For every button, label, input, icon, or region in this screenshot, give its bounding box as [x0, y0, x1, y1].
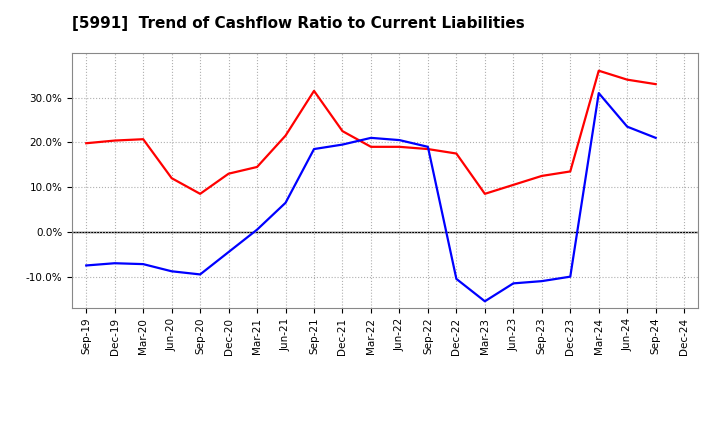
Free CF to Current Liabilities — [566, 274, 575, 279]
Text: [5991]  Trend of Cashflow Ratio to Current Liabilities: [5991] Trend of Cashflow Ratio to Curren… — [72, 16, 525, 31]
Line: Free CF to Current Liabilities: Free CF to Current Liabilities — [86, 93, 656, 301]
Free CF to Current Liabilities — [196, 272, 204, 277]
Free CF to Current Liabilities — [366, 135, 375, 140]
Free CF to Current Liabilities — [652, 135, 660, 140]
Operating CF to Current Liabilities — [310, 88, 318, 93]
Operating CF to Current Liabilities — [652, 81, 660, 87]
Operating CF to Current Liabilities — [423, 147, 432, 152]
Operating CF to Current Liabilities — [509, 182, 518, 187]
Free CF to Current Liabilities — [480, 299, 489, 304]
Free CF to Current Liabilities — [623, 124, 631, 129]
Free CF to Current Liabilities — [167, 269, 176, 274]
Free CF to Current Liabilities — [537, 279, 546, 284]
Line: Operating CF to Current Liabilities: Operating CF to Current Liabilities — [86, 71, 656, 194]
Operating CF to Current Liabilities — [452, 151, 461, 156]
Operating CF to Current Liabilities — [196, 191, 204, 197]
Free CF to Current Liabilities — [452, 276, 461, 282]
Operating CF to Current Liabilities — [225, 171, 233, 176]
Free CF to Current Liabilities — [139, 261, 148, 267]
Operating CF to Current Liabilities — [167, 176, 176, 181]
Free CF to Current Liabilities — [310, 147, 318, 152]
Operating CF to Current Liabilities — [282, 133, 290, 138]
Free CF to Current Liabilities — [282, 200, 290, 205]
Free CF to Current Liabilities — [82, 263, 91, 268]
Operating CF to Current Liabilities — [82, 141, 91, 146]
Free CF to Current Liabilities — [110, 260, 119, 266]
Free CF to Current Liabilities — [509, 281, 518, 286]
Free CF to Current Liabilities — [338, 142, 347, 147]
Free CF to Current Liabilities — [253, 227, 261, 232]
Operating CF to Current Liabilities — [110, 138, 119, 143]
Operating CF to Current Liabilities — [366, 144, 375, 150]
Operating CF to Current Liabilities — [623, 77, 631, 82]
Operating CF to Current Liabilities — [253, 164, 261, 169]
Operating CF to Current Liabilities — [480, 191, 489, 197]
Operating CF to Current Liabilities — [338, 128, 347, 134]
Free CF to Current Liabilities — [423, 144, 432, 150]
Operating CF to Current Liabilities — [395, 144, 404, 150]
Free CF to Current Liabilities — [395, 137, 404, 143]
Free CF to Current Liabilities — [225, 249, 233, 255]
Operating CF to Current Liabilities — [139, 136, 148, 142]
Operating CF to Current Liabilities — [595, 68, 603, 73]
Free CF to Current Liabilities — [595, 91, 603, 96]
Operating CF to Current Liabilities — [537, 173, 546, 179]
Operating CF to Current Liabilities — [566, 169, 575, 174]
